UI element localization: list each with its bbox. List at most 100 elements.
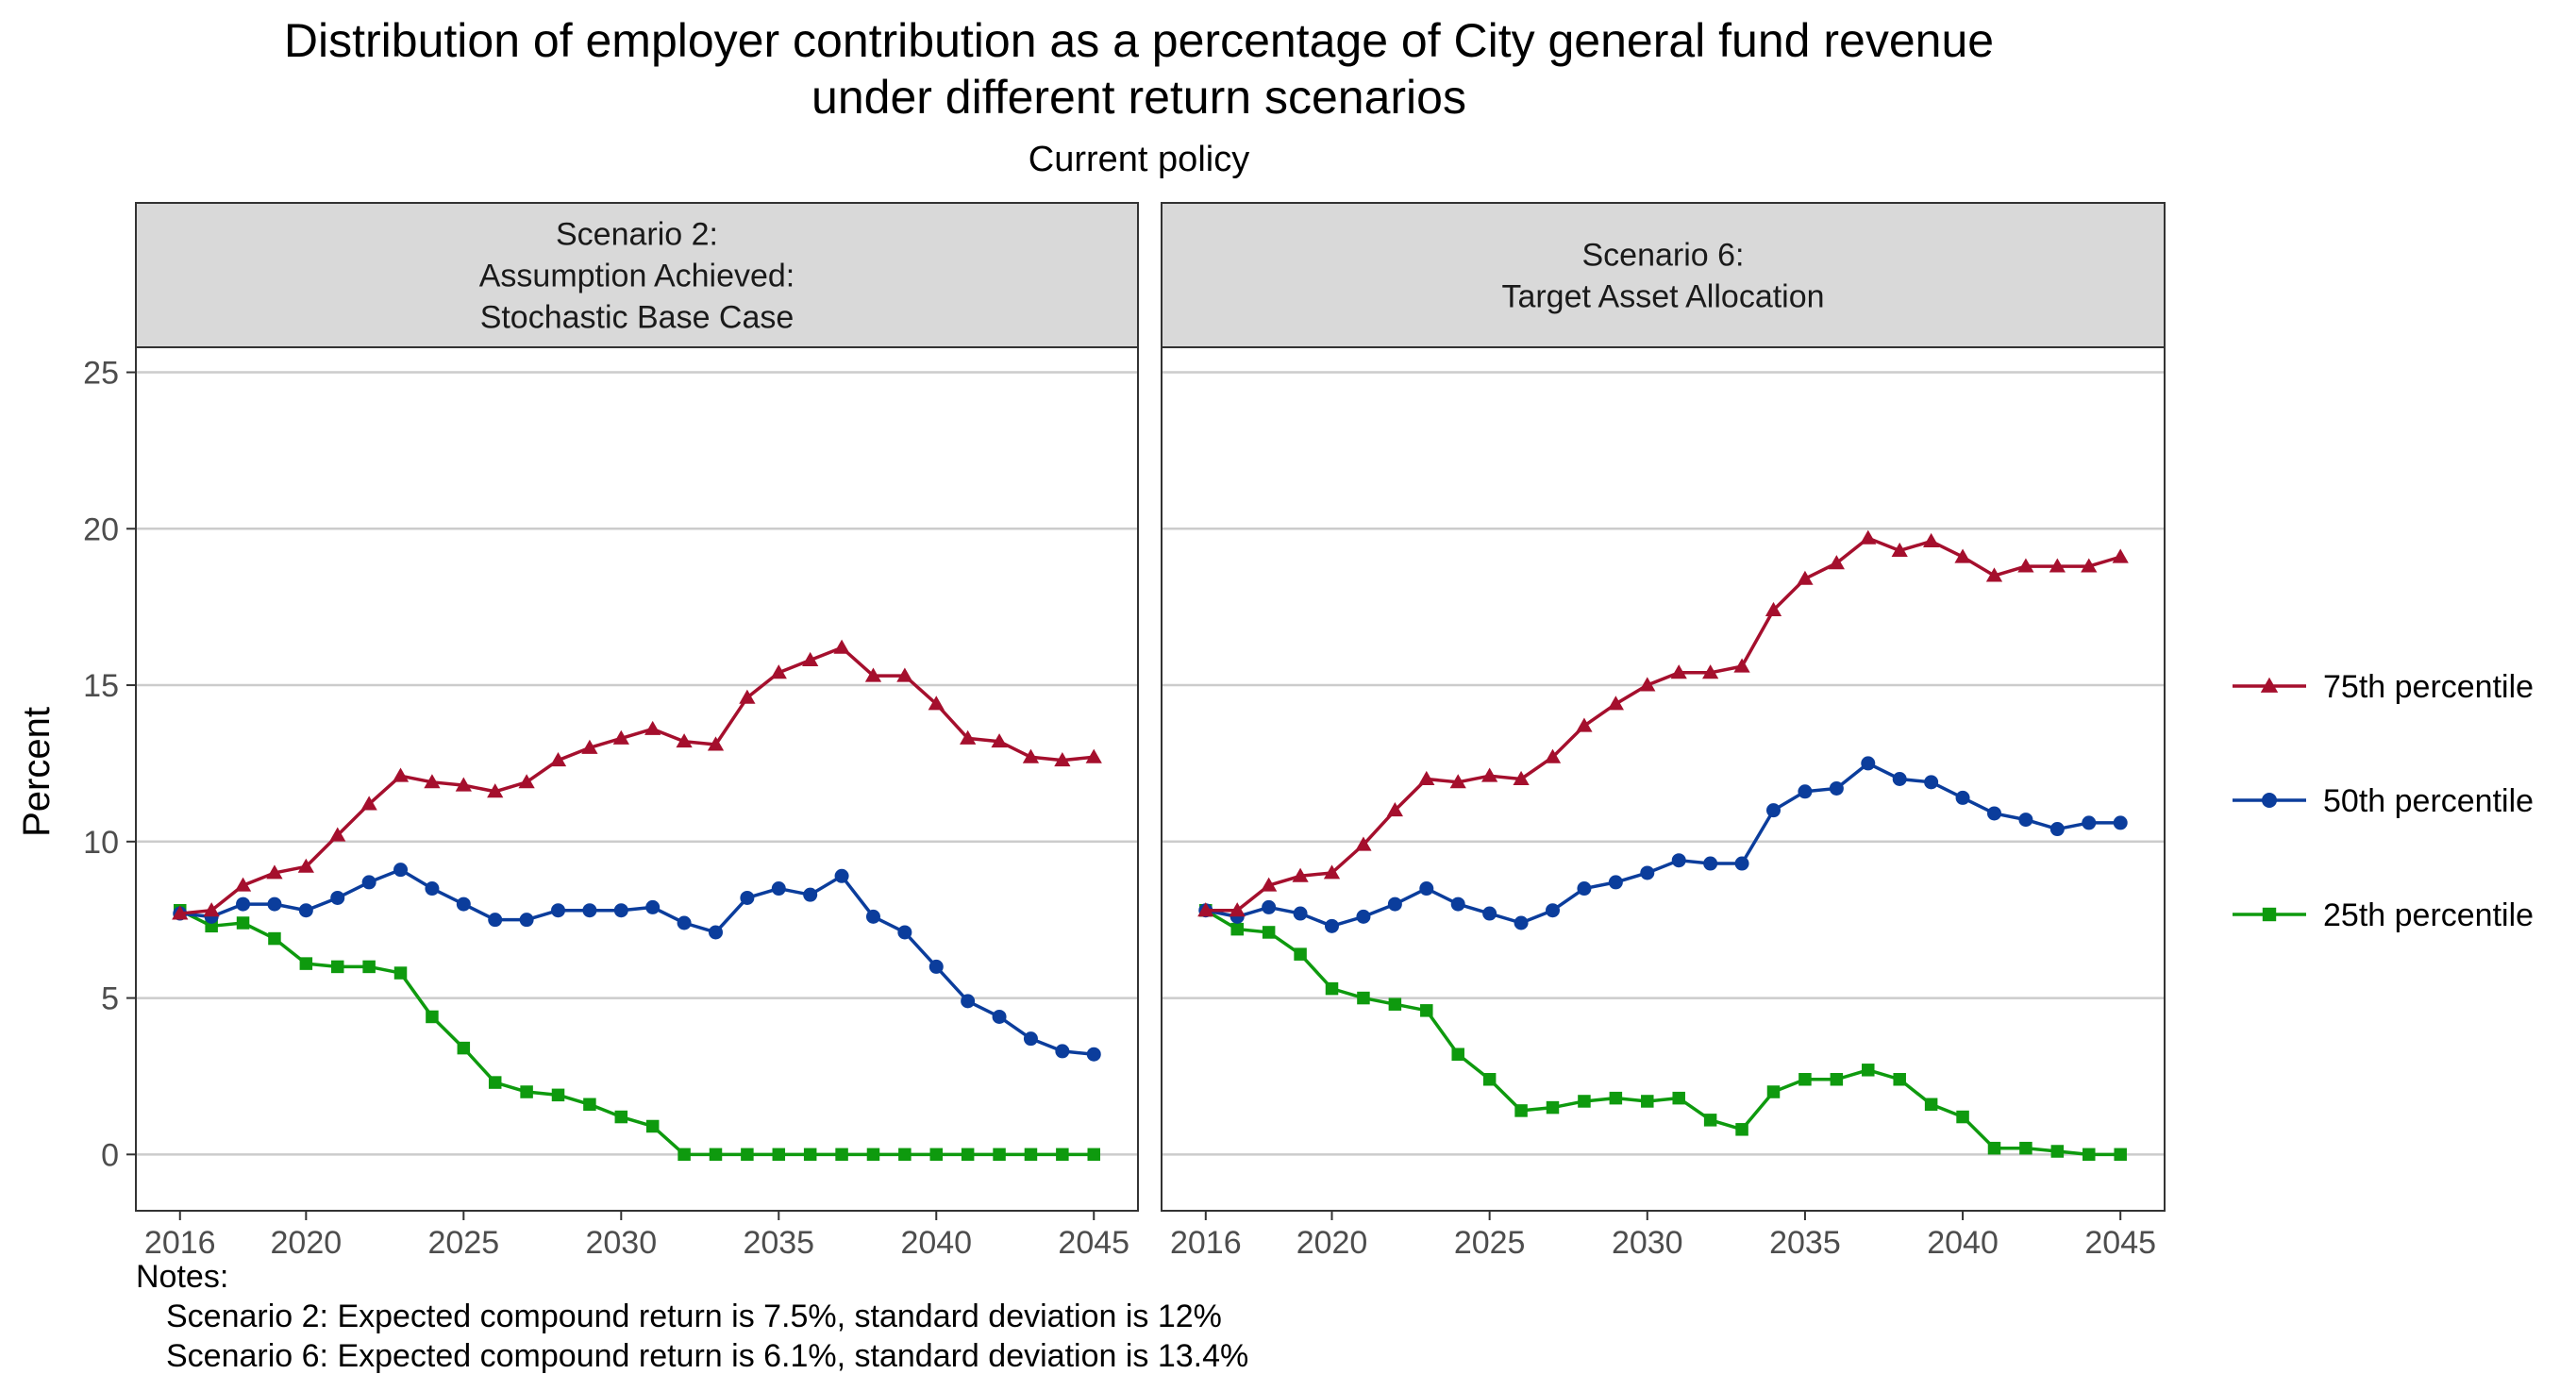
data-point: [866, 910, 880, 924]
legend-label: 25th percentile: [2323, 897, 2534, 933]
data-point: [1547, 1101, 1560, 1114]
x-tick-label: 2040: [1927, 1225, 1999, 1261]
facet-strip-label: Stochastic Base Case: [480, 300, 795, 336]
data-point: [1056, 1148, 1069, 1162]
data-point: [2018, 813, 2032, 827]
data-point: [1735, 1123, 1748, 1136]
data-point: [1766, 803, 1781, 817]
data-point: [520, 1085, 533, 1098]
data-point: [268, 932, 281, 946]
data-point: [962, 1148, 975, 1162]
data-point: [803, 888, 817, 902]
data-point: [488, 913, 502, 927]
data-point: [1767, 1085, 1781, 1098]
data-point: [330, 891, 344, 905]
data-point: [993, 1010, 1007, 1024]
note-scenario-2: Scenario 2: Expected compound return is …: [166, 1299, 1222, 1334]
y-tick-label: 5: [101, 981, 119, 1017]
data-point: [1514, 1104, 1528, 1117]
facet-strip: [1162, 203, 2165, 347]
facet-strip-label: Scenario 2:: [556, 217, 718, 253]
data-point: [426, 1011, 439, 1024]
x-tick-label: 2030: [585, 1225, 657, 1261]
data-point: [331, 961, 344, 974]
facet-strip-label: Target Asset Allocation: [1501, 279, 1824, 315]
data-point: [2083, 1148, 2096, 1162]
data-point: [993, 1148, 1006, 1162]
data-point: [2082, 815, 2096, 830]
data-point: [1389, 997, 1402, 1011]
data-point: [741, 1148, 754, 1162]
data-point: [614, 903, 628, 917]
y-tick-label: 25: [83, 356, 119, 392]
data-point: [1514, 916, 1529, 930]
x-tick-label: 2045: [2084, 1225, 2156, 1261]
data-point: [1357, 992, 1370, 1005]
data-point: [1798, 1073, 1812, 1086]
chart-title-line2: under different return scenarios: [811, 71, 1466, 124]
legend-item: 50th percentile: [2233, 783, 2534, 819]
data-point: [1024, 1031, 1038, 1046]
x-tick-label: 2040: [900, 1225, 972, 1261]
data-point: [583, 1098, 596, 1112]
data-point: [835, 1148, 848, 1162]
data-point: [645, 900, 660, 914]
data-point: [2114, 815, 2128, 830]
x-tick-label: 2035: [743, 1225, 814, 1261]
data-point: [1640, 865, 1654, 880]
facet-panel-2: Scenario 6: Target Asset Allocation 2016 20…: [1162, 203, 2165, 1261]
data-point: [2050, 822, 2065, 836]
y-tick-label: 15: [83, 668, 119, 704]
data-point: [772, 881, 786, 896]
data-point: [867, 1148, 880, 1162]
data-point: [710, 1148, 723, 1162]
notes-heading: Notes:: [136, 1259, 228, 1295]
data-point: [393, 863, 408, 877]
data-point: [582, 903, 596, 917]
data-point: [1420, 1004, 1433, 1017]
data-point: [2051, 1145, 2065, 1158]
data-point: [1924, 775, 1938, 789]
data-point: [489, 1076, 502, 1089]
y-tick-label: 0: [101, 1137, 119, 1173]
data-point: [1546, 903, 1560, 917]
data-point: [740, 891, 754, 905]
data-point: [425, 881, 439, 896]
data-point: [1988, 1142, 2001, 1155]
x-tick-label: 2020: [1296, 1225, 1368, 1261]
data-point: [1419, 881, 1433, 896]
legend-marker: [2263, 908, 2276, 921]
data-point: [1672, 853, 1686, 867]
data-point: [1294, 947, 1307, 961]
data-point: [362, 961, 376, 974]
facet-panel-1: Scenario 2:Assumption Achieved:Stochasti…: [83, 203, 1138, 1261]
data-point: [835, 869, 849, 883]
data-point: [1641, 1095, 1654, 1108]
data-point: [1893, 772, 1907, 786]
data-point: [2019, 1142, 2032, 1155]
plot-background: [136, 347, 1138, 1211]
data-point: [1987, 806, 2001, 820]
x-tick-label: 2025: [428, 1225, 500, 1261]
x-tick-label: 2020: [271, 1225, 343, 1261]
data-point: [804, 1148, 817, 1162]
data-point: [520, 913, 534, 927]
data-point: [1735, 857, 1749, 871]
data-point: [773, 1148, 786, 1162]
x-tick-label: 2035: [1769, 1225, 1841, 1261]
data-point: [1356, 910, 1370, 924]
data-point: [1862, 1064, 1875, 1077]
facet-strip-label: Scenario 6:: [1582, 238, 1745, 274]
chart-title-line1: Distribution of employer contribution as…: [284, 14, 1994, 67]
data-point: [1672, 1092, 1685, 1105]
data-point: [1388, 897, 1402, 912]
x-tick-label: 2030: [1612, 1225, 1683, 1261]
data-point: [1925, 1098, 1938, 1112]
data-point: [929, 960, 944, 974]
data-point: [615, 1111, 628, 1124]
legend-item: 25th percentile: [2233, 897, 2534, 933]
data-point: [897, 925, 912, 939]
data-point: [1483, 1073, 1497, 1086]
data-point: [1956, 1111, 1969, 1124]
